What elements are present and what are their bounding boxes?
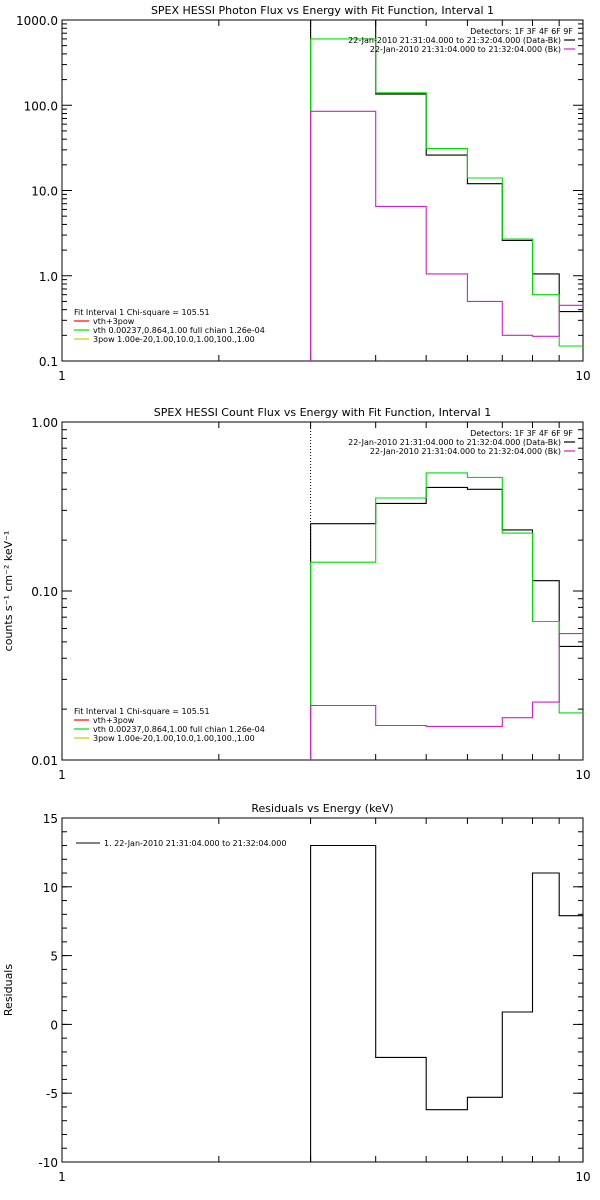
fit-legend-header: Fit Interval 1 Chi-square = 105.51 (74, 707, 210, 716)
chart-title: Residuals vs Energy (keV) (251, 802, 393, 815)
fit-legend-header: Fit Interval 1 Chi-square = 105.51 (74, 308, 210, 317)
series-data-line (310, 844, 584, 1162)
y-tick-label: 10.0 (31, 185, 58, 199)
y-tick-label: -5 (46, 1087, 58, 1101)
y-tick-label: 1000.0 (16, 14, 58, 28)
y-tick-label: 5 (50, 950, 58, 964)
y-tick-label: 15 (43, 812, 58, 826)
x-tick-label: 1 (58, 768, 66, 782)
residual-legend-label: 1. 22-Jan-2010 21:31:04.000 to 21:32:04.… (104, 839, 286, 848)
chart-panel-3: Residuals vs Energy (keV) 1 10 -10 -5 0 5 10 15 R… (2, 802, 591, 1184)
y-axis-label: Residuals (2, 964, 15, 1016)
detectors-label: Detectors: 1F 3F 4F 6F 9F (470, 27, 573, 36)
y-axis-label: counts s⁻¹ cm⁻² keV⁻¹ (2, 531, 15, 652)
chart-panel-1: SPEX HESSI Photon Flux vs Energy with Fi… (16, 4, 591, 383)
chart-title: SPEX HESSI Photon Flux vs Energy with Fi… (151, 4, 494, 17)
y-tick-label: 0.01 (31, 754, 58, 768)
fit-legend-label-pow: 3pow 1.00e-20,1.00,10.0,1.00,100.,1.00 (93, 734, 255, 743)
y-tick-label: 0.10 (31, 585, 58, 599)
x-tick-label: 1 (58, 369, 66, 383)
plot-frame (61, 817, 584, 1163)
series-data-line (310, 486, 583, 760)
series-data-line (310, 19, 583, 361)
fit-legend-label-vth: vth+3pow (93, 716, 135, 725)
y-tick-label: 0.1 (39, 355, 58, 369)
legend-bk-label: 22-Jan-2010 21:31:04.000 to 21:32:04.000… (370, 447, 561, 456)
y-tick-label: 100.0 (24, 99, 58, 113)
series-background-line (310, 110, 583, 361)
legend-bk-label: 22-Jan-2010 21:31:04.000 to 21:32:04.000… (370, 45, 561, 54)
y-tick-label: 10 (43, 881, 58, 895)
y-tick-label: 1.00 (31, 416, 58, 430)
fit-legend-label-vth: vth+3pow (93, 317, 135, 326)
fit-legend-label-model: vth 0.00237,0.864,1.00 full chian 1.26e-… (93, 725, 265, 734)
series-model-line (310, 38, 583, 361)
x-tick-label: 10 (575, 1170, 590, 1184)
x-tick-label: 1 (58, 1170, 66, 1184)
detectors-label: Detectors: 1F 3F 4F 6F 9F (470, 429, 573, 438)
chart-title: SPEX HESSI Count Flux vs Energy with Fit… (154, 406, 491, 419)
y-tick-label: -10 (38, 1156, 58, 1170)
fit-legend-label-model: vth 0.00237,0.864,1.00 full chian 1.26e-… (93, 326, 265, 335)
series-model-line (310, 472, 583, 760)
chart-panel-2: SPEX HESSI Count Flux vs Energy with Fit… (2, 406, 591, 782)
fit-legend-label-pow: 3pow 1.00e-20,1.00,10.0,1.00,100.,1.00 (93, 335, 255, 344)
legend-data-label: 22-Jan-2010 21:31:04.000 to 21:32:04.000… (348, 438, 561, 447)
x-tick-label: 10 (575, 369, 590, 383)
y-tick-label: 0 (50, 1018, 58, 1032)
y-tick-label: 1.0 (39, 270, 58, 284)
x-tick-label: 10 (575, 768, 590, 782)
series-background-line (310, 633, 583, 760)
legend-data-label: 22-Jan-2010 21:31:04.000 to 21:32:04.000… (348, 36, 561, 45)
